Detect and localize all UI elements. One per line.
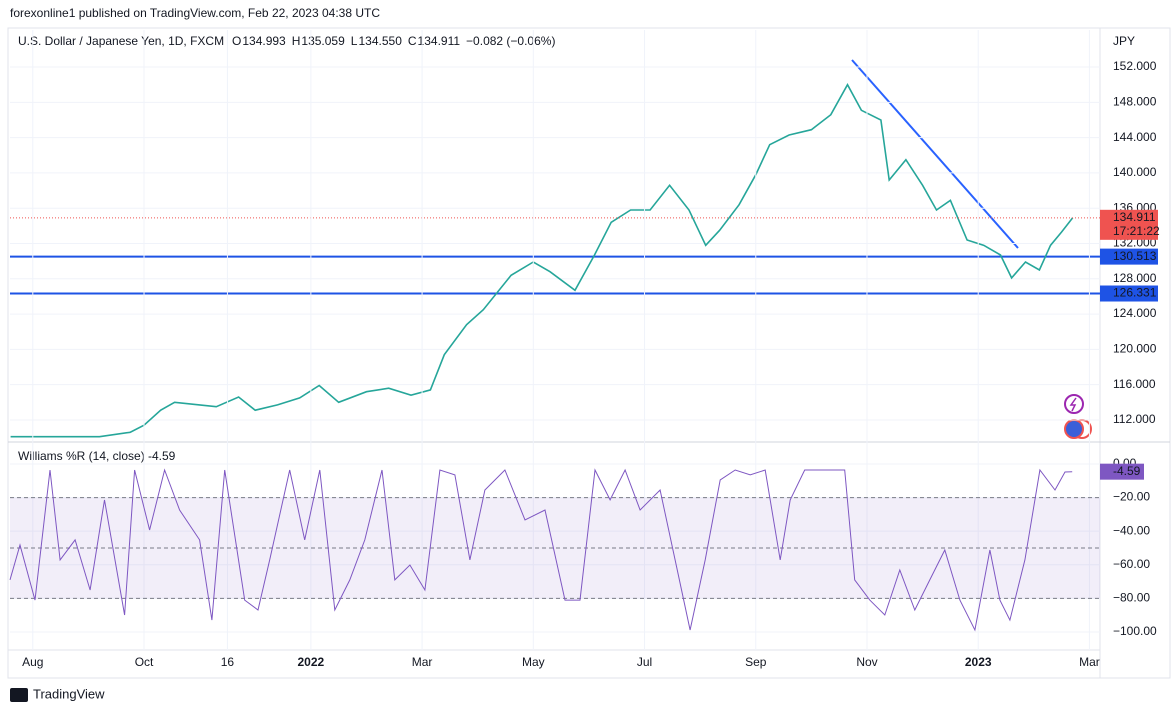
x-tick-label: Sep [745,655,767,669]
y-tick-label: −60.00 [1113,557,1150,571]
indicator-value: -4.59 [148,449,176,463]
level-label: 130.513 [1113,249,1157,263]
y-tick-label: 148.000 [1113,95,1157,109]
series-line [10,83,1074,438]
symbol-title: U.S. Dollar / Japanese Yen, 1D, FXCM [18,34,224,48]
ohlc-value: 134.911 [418,34,461,48]
countdown: 17:21:22 [1113,224,1160,238]
level-label: 126.331 [1113,286,1157,300]
last-value-label: -4.59 [1113,464,1141,478]
brand: TradingView [33,686,105,701]
last-price-box [1100,209,1158,240]
currency: JPY [1113,34,1135,48]
y-tick-label: 128.000 [1113,271,1157,285]
last-price-label: 134.911 [1113,210,1156,224]
pane [10,66,1158,421]
published-note: forexonline1 published on TradingView.co… [10,6,380,20]
indicator-title: Williams %R (14, close) [18,449,145,463]
x-tick-label: Aug [22,655,43,669]
y-tick-label: −20.00 [1113,490,1150,504]
brand-logo [10,688,28,702]
event-icon[interactable] [1064,419,1084,439]
event-icon[interactable] [1064,394,1084,414]
x-tick-label: 2022 [298,655,325,669]
x-tick-label: Jul [637,655,652,669]
level-band [10,497,1100,599]
y-tick-label: 120.000 [1113,342,1157,356]
y-tick-label: −100.00 [1113,624,1157,638]
event-icon-bolt [1069,397,1077,412]
last-value-box [1100,463,1144,480]
ohlc-value: 134.993 [242,34,286,48]
level-label-box [1100,248,1158,265]
x-tick-label: May [522,655,545,669]
y-tick-label: 112.000 [1113,412,1156,426]
x-tick-label: 16 [221,655,235,669]
ohlc-value: 135.059 [301,34,345,48]
x-tick-label: 2023 [965,655,992,669]
y-tick-label: −40.00 [1113,523,1150,537]
y-tick-label: −80.00 [1113,591,1150,605]
y-tick-label: 144.000 [1113,130,1157,144]
y-tick-label: 124.000 [1113,306,1157,320]
series-line [9,468,1073,632]
ohlc-label: L [351,34,358,48]
trend-line [851,59,1019,249]
x-tick-label: Mar [1079,655,1100,669]
x-tick-label: Oct [135,655,154,669]
y-tick-label: 116.000 [1113,377,1156,391]
ohlc-label: O [232,34,241,48]
level-label-box [1100,285,1158,302]
y-tick-label: 140.000 [1113,165,1157,179]
x-tick-label: Mar [412,655,433,669]
x-tick-label: Nov [856,655,877,669]
price-change: −0.082 (−0.06%) [466,34,555,48]
ohlc-label: C [408,34,417,48]
pane [10,30,1100,650]
y-tick-label: 152.000 [1113,59,1157,73]
ohlc-label: H [292,34,301,48]
ohlc-value: 134.550 [358,34,402,48]
